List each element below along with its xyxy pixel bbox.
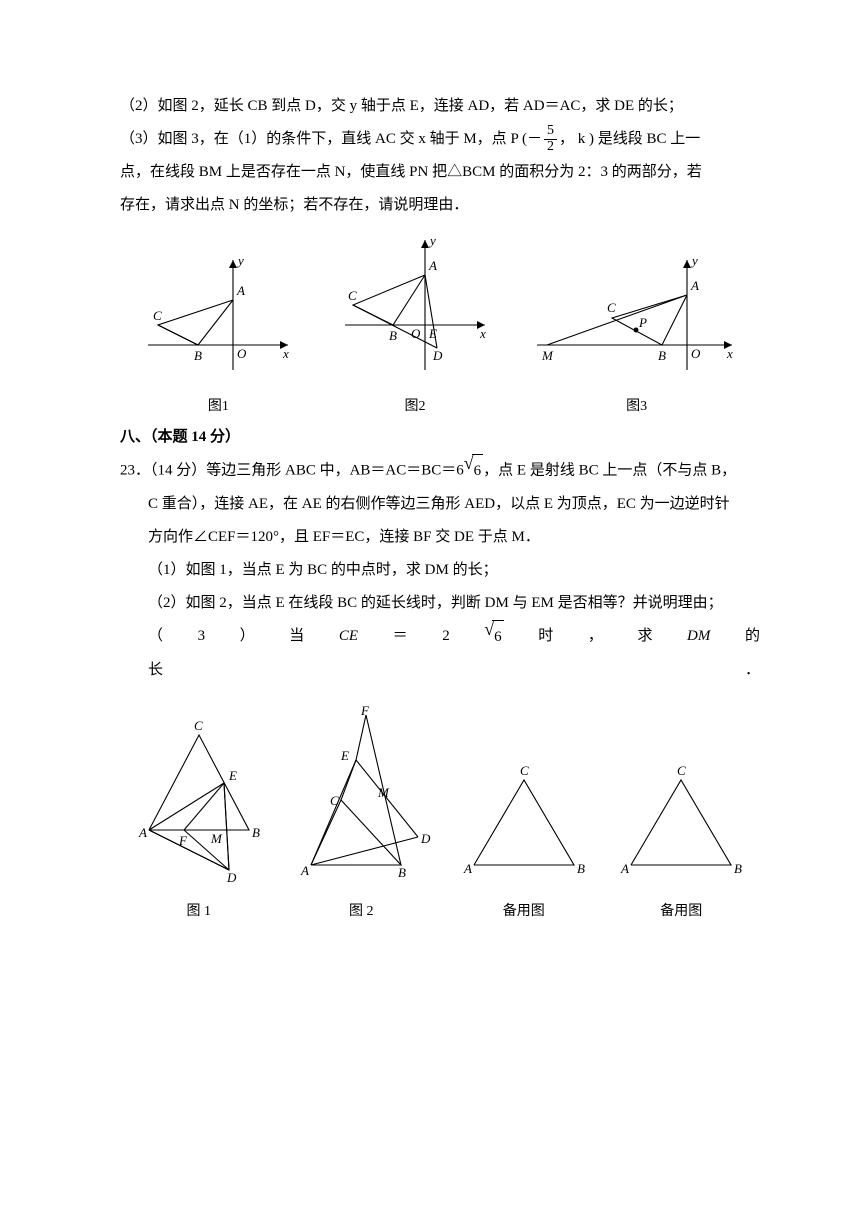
q23-spare2-caption: 备用图 (611, 902, 751, 922)
svg-text:F: F (178, 833, 188, 848)
svg-text:C: C (194, 718, 203, 733)
svg-text:x: x (726, 346, 733, 361)
q22-fig3-svg: A C P M B O x y (532, 250, 742, 380)
q23-fig1-block: C A B E F M D 图 1 (129, 715, 269, 922)
svg-text:B: B (658, 348, 666, 363)
q23-spare1-svg: C A B (454, 755, 594, 885)
svg-text:C: C (348, 288, 357, 303)
svg-text:B: B (398, 865, 406, 880)
q22-fig2-svg: A C B O E D x y (335, 230, 495, 380)
q23-sub3: （ 3 ） 当 CE ＝ 2 √6 时 ， 求 DM 的 (120, 620, 760, 654)
svg-text:y: y (428, 233, 436, 248)
svg-text:C: C (520, 763, 529, 778)
q23-fig1-svg: C A B E F M D (129, 715, 269, 885)
svg-text:D: D (226, 870, 237, 885)
q23-fig1-caption: 图 1 (129, 902, 269, 922)
svg-text:A: A (620, 861, 629, 876)
svg-text:C: C (330, 793, 339, 808)
svg-text:y: y (236, 253, 244, 268)
svg-text:D: D (420, 831, 431, 846)
svg-text:C: C (607, 300, 616, 315)
svg-text:M: M (210, 831, 223, 846)
svg-text:A: A (463, 861, 472, 876)
svg-text:x: x (282, 346, 289, 361)
svg-text:x: x (479, 326, 486, 341)
q22-part3-line3: 存在，请求出点 N 的坐标；若不存在，请说明理由． (120, 189, 760, 222)
svg-text:A: A (428, 258, 437, 273)
q23-sub2: （2）如图 2，当点 E 在线段 BC 的延长线时，判断 DM 与 EM 是否相… (120, 587, 760, 620)
svg-text:F: F (360, 705, 370, 718)
q22-part3-line2: 点，在线段 BM 上是否存在一点 N，使直线 PN 把△BCM 的面积分为 2：… (120, 156, 760, 189)
sqrt6-2: √6 (484, 620, 503, 654)
q22-fig1-block: A C B O x y 图1 (138, 250, 298, 417)
q23-spare1-block: C A B 备用图 (454, 755, 594, 922)
q23-sub1: （1）如图 1，当点 E 为 BC 的中点时，求 DM 的长； (120, 554, 760, 587)
q23-head-b: ，点 E 是射线 BC 上一点（不与点 B， (483, 462, 736, 478)
section-8-header: 八、（本题 14 分） (120, 421, 760, 454)
svg-text:M: M (541, 348, 554, 363)
svg-text:O: O (411, 326, 421, 341)
svg-text:E: E (428, 326, 437, 341)
q23-fig2-svg: F E C M A B D (286, 705, 436, 885)
svg-text:E: E (228, 768, 237, 783)
svg-text:A: A (300, 863, 309, 878)
q22-p-close: ， k ) (559, 131, 594, 147)
svg-text:O: O (691, 346, 701, 361)
sqrt6-1: √6 (464, 454, 483, 488)
q22-part2: （2）如图 2，延长 CB 到点 D，交 y 轴于点 E，连接 AD，若 AD＝… (120, 90, 760, 123)
svg-text:B: B (389, 328, 397, 343)
q22-p-open: P (－ (510, 131, 542, 147)
q22-fig2-caption: 图2 (335, 397, 495, 417)
svg-text:C: C (677, 763, 686, 778)
q23-fig2-caption: 图 2 (286, 902, 436, 922)
svg-text:P: P (638, 315, 647, 330)
q22-p3-b: 是线段 BC 上一 (598, 131, 701, 147)
svg-text:y: y (690, 253, 698, 268)
q23-figures-row: C A B E F M D 图 1 F E C M A B D 图 2 (120, 705, 760, 922)
svg-text:A: A (236, 283, 245, 298)
q22-figures-row: A C B O x y 图1 A C B O E D x y 图2 (120, 230, 760, 417)
q23-spare2-svg: C A B (611, 755, 751, 885)
svg-text:B: B (734, 861, 742, 876)
q23-spare2-block: C A B 备用图 (611, 755, 751, 922)
svg-text:M: M (377, 785, 390, 800)
q23-line2: C 重合），连接 AE，在 AE 的右侧作等边三角形 AED，以点 E 为顶点，… (120, 488, 760, 521)
q22-fig1-caption: 图1 (138, 397, 298, 417)
q23-line3: 方向作∠CEF＝120°，且 EF＝EC，连接 BF 交 DE 于点 M． (120, 521, 760, 554)
q23-head-a: 23．（14 分）等边三角形 ABC 中，AB＝AC＝BC＝6 (120, 462, 464, 478)
svg-text:A: A (690, 278, 699, 293)
q23-line1: 23．（14 分）等边三角形 ABC 中，AB＝AC＝BC＝6√6，点 E 是射… (120, 454, 760, 488)
svg-text:B: B (577, 861, 585, 876)
svg-text:D: D (432, 348, 443, 363)
svg-text:C: C (153, 308, 162, 323)
q23-fig2-block: F E C M A B D 图 2 (286, 705, 436, 922)
q23-sub3-last: 长 ． (120, 654, 760, 687)
svg-text:B: B (252, 825, 260, 840)
q23-spare1-caption: 备用图 (454, 902, 594, 922)
svg-text:E: E (340, 748, 349, 763)
q22-part3-line1: （3）如图 3，在（1）的条件下，直线 AC 交 x 轴于 M，点 P (－52… (120, 123, 760, 156)
q22-fig3-caption: 图3 (532, 397, 742, 417)
svg-text:O: O (237, 346, 247, 361)
q22-fig1-svg: A C B O x y (138, 250, 298, 380)
fraction-5-2: 52 (544, 124, 557, 154)
q22-fig2-block: A C B O E D x y 图2 (335, 230, 495, 417)
q22-p3-a: （3）如图 3，在（1）的条件下，直线 AC 交 x 轴于 M，点 (120, 131, 510, 147)
svg-text:A: A (138, 825, 147, 840)
svg-text:B: B (194, 348, 202, 363)
q22-fig3-block: A C P M B O x y 图3 (532, 250, 742, 417)
